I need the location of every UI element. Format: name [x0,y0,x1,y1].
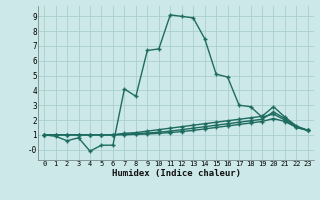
X-axis label: Humidex (Indice chaleur): Humidex (Indice chaleur) [111,169,241,178]
